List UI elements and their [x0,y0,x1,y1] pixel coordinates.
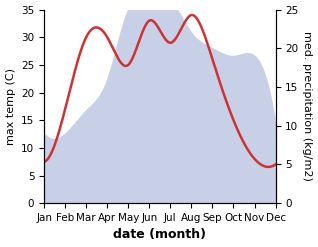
Y-axis label: max temp (C): max temp (C) [5,68,16,145]
X-axis label: date (month): date (month) [113,228,206,242]
Y-axis label: med. precipitation (kg/m2): med. precipitation (kg/m2) [302,31,313,181]
